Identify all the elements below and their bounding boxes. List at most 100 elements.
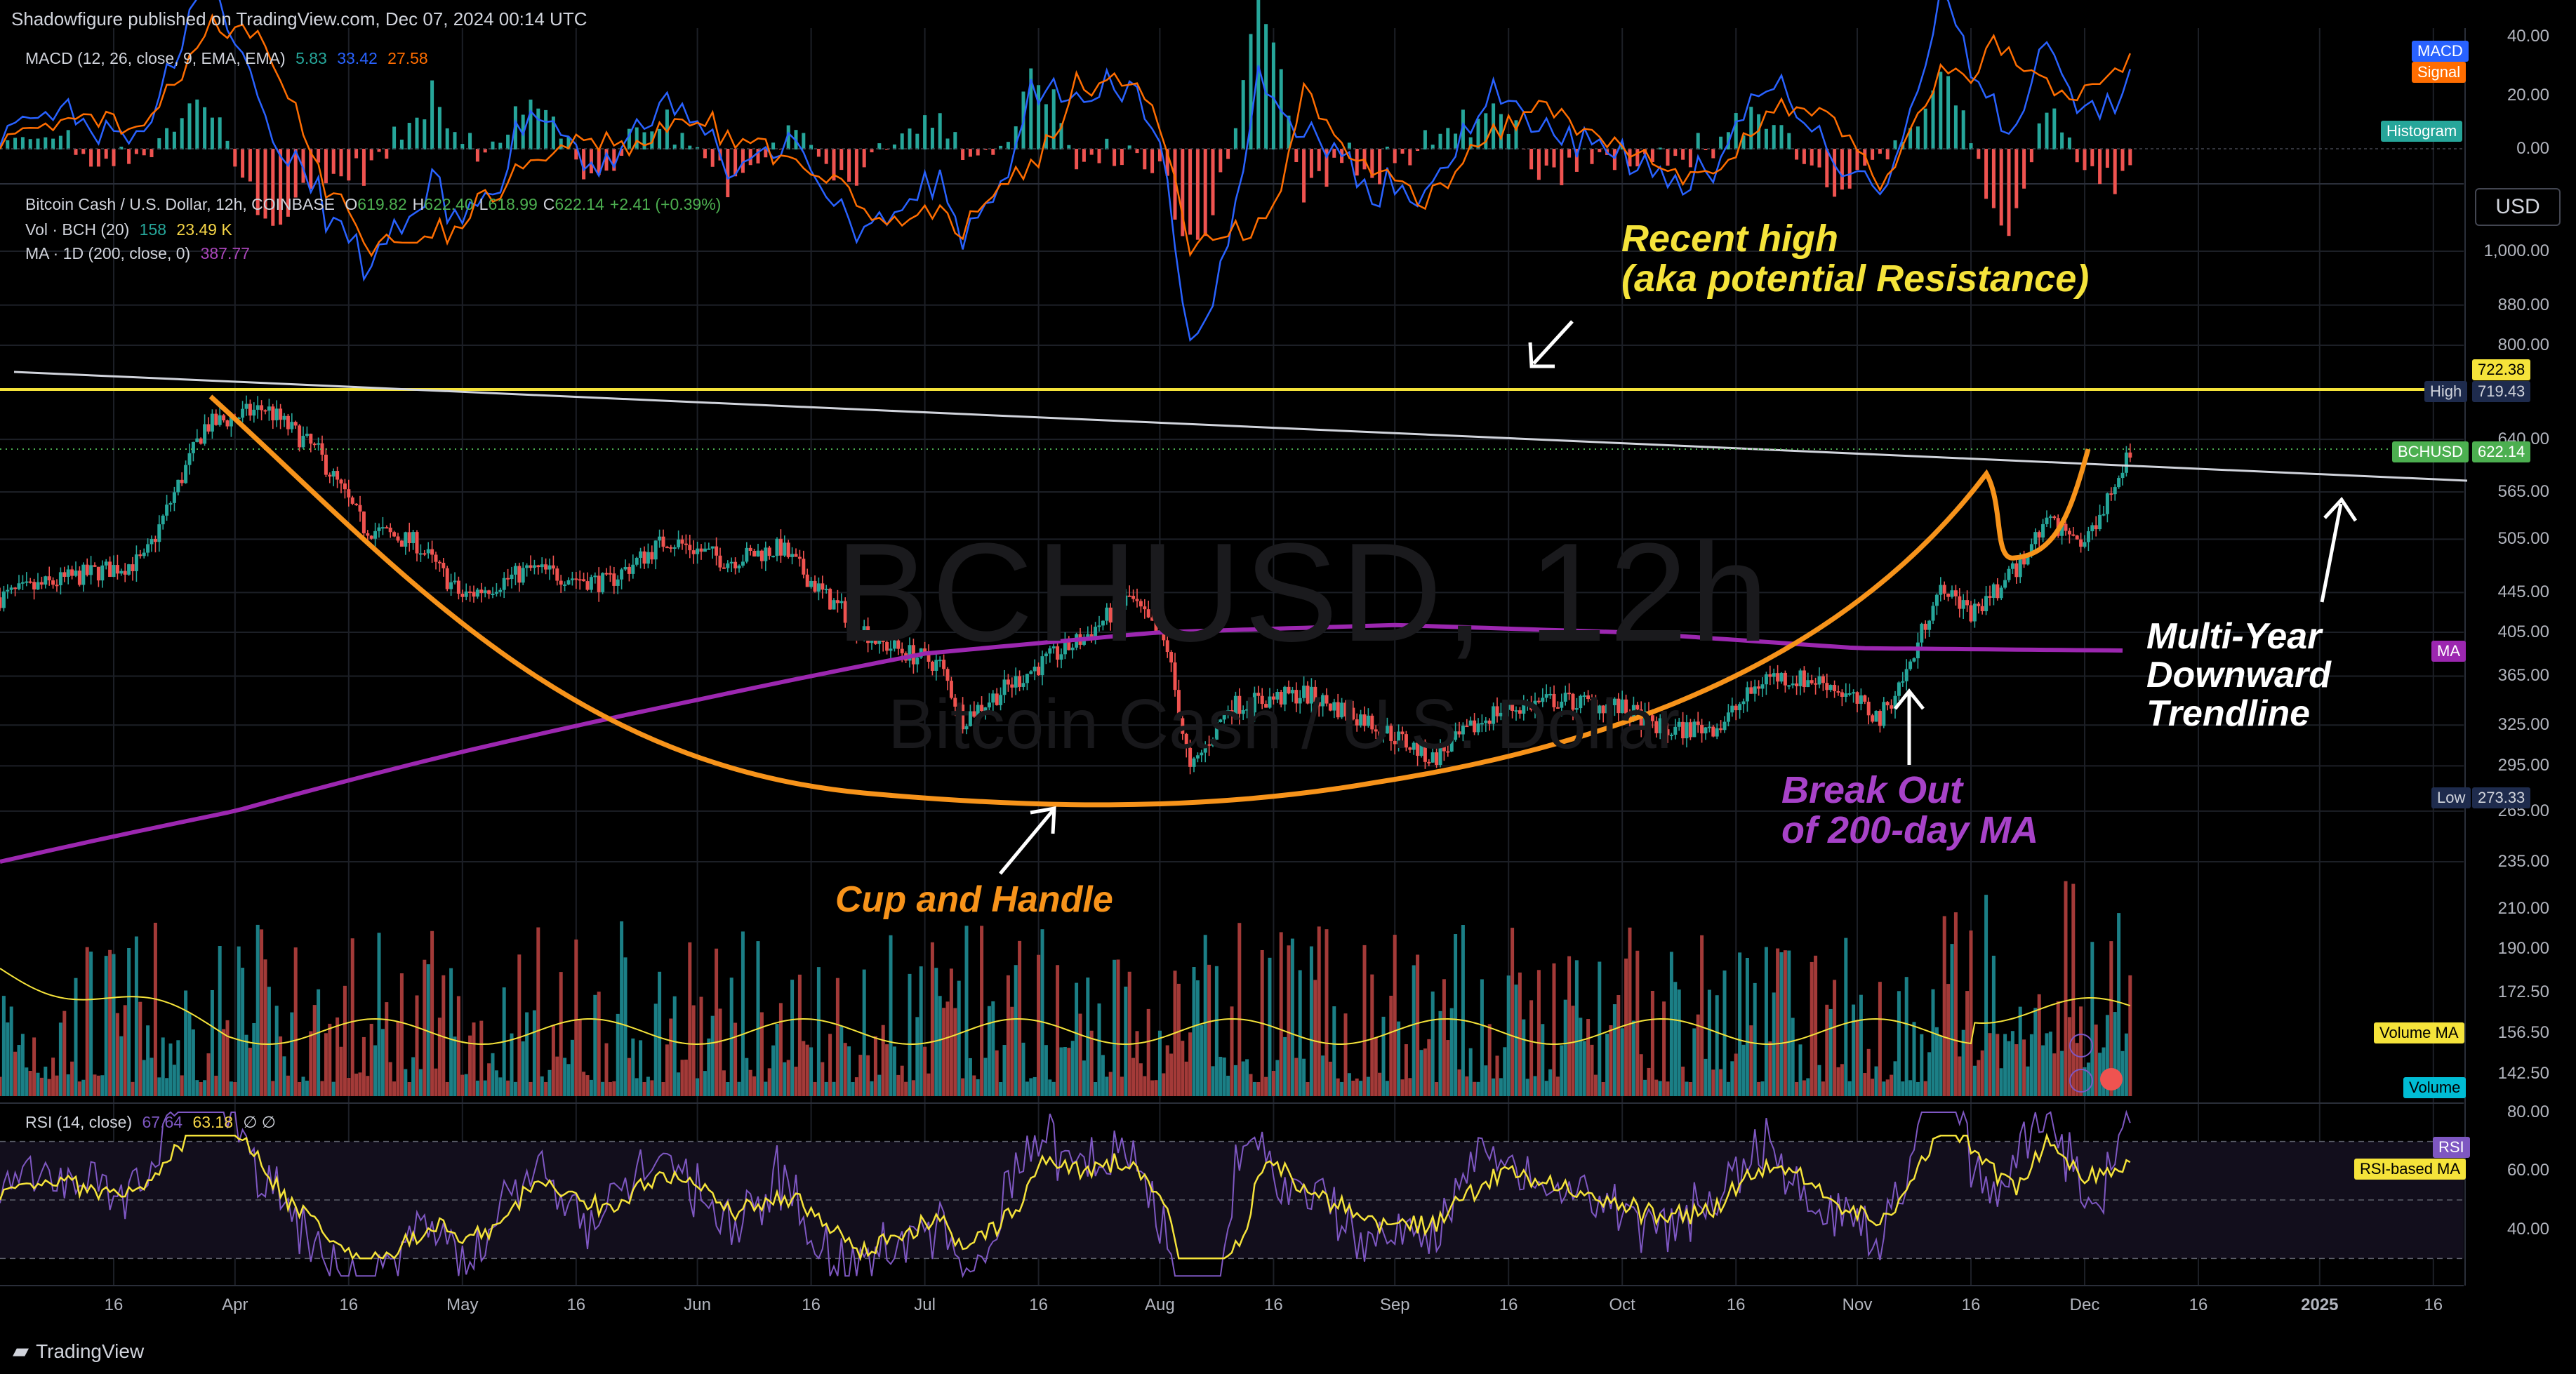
candle-body xyxy=(1214,722,1219,740)
volume-bar xyxy=(1203,935,1207,1096)
candle-body xyxy=(1097,625,1101,627)
macd-histogram-bar xyxy=(1749,107,1753,149)
candle-body xyxy=(309,434,313,444)
replay-icon[interactable] xyxy=(2069,1034,2093,1058)
candle-body xyxy=(1127,595,1131,597)
volume-bar xyxy=(168,1043,173,1096)
macd-histogram-bar xyxy=(1438,133,1442,149)
candle-body xyxy=(279,408,283,420)
candle-body xyxy=(1882,702,1886,726)
candle-body xyxy=(1958,596,1962,609)
volume-bar xyxy=(1082,1060,1086,1096)
volume-bar xyxy=(578,1020,582,1096)
candle-body xyxy=(771,556,776,558)
candle-body xyxy=(775,538,779,556)
volume-bar xyxy=(195,1080,199,1096)
us-flag-icon[interactable] xyxy=(2100,1068,2123,1090)
macd-histogram-bar xyxy=(1658,147,1662,149)
macd-histogram-bar xyxy=(551,116,555,149)
candle-body xyxy=(460,594,465,597)
volume-bar xyxy=(2120,1050,2125,1096)
macd-histogram-bar xyxy=(839,149,844,171)
macd-histogram-bar xyxy=(1143,149,1147,170)
volume-bar xyxy=(908,973,912,1096)
candle-body xyxy=(547,565,552,570)
volume-bar xyxy=(1150,1080,1155,1096)
candle-body xyxy=(1317,702,1321,707)
volume-bar xyxy=(1776,948,1780,1096)
candle-body xyxy=(1487,720,1492,724)
volume-bar xyxy=(1514,985,1518,1096)
time-axis-label: 16 xyxy=(104,1295,124,1314)
price-legend[interactable]: Bitcoin Cash / U.S. Dollar, 12h, COINBAS… xyxy=(25,195,732,214)
candle-body xyxy=(1946,593,1951,597)
volume-bar xyxy=(1264,1076,1268,1096)
macd-histogram-bar xyxy=(658,128,662,149)
volume-bar xyxy=(1025,1081,1029,1096)
volume-bar xyxy=(745,1058,749,1096)
candle-body xyxy=(96,566,100,581)
candle-body xyxy=(1442,746,1446,752)
candle-body xyxy=(0,597,2,608)
time-axis-label: Dec xyxy=(2069,1295,2100,1314)
volume-bar xyxy=(1871,1079,1875,1096)
macd-histogram-bar xyxy=(786,125,790,149)
volume-bar xyxy=(1821,1081,1825,1096)
candle-body xyxy=(1696,721,1700,725)
candle-body xyxy=(821,583,825,590)
macd-histogram-bar xyxy=(1855,149,1859,171)
macd-histogram-bar xyxy=(802,133,806,149)
macd-histogram-bar xyxy=(983,149,988,150)
macd-histogram-bar xyxy=(2052,108,2057,149)
volume-bar xyxy=(1544,1081,1548,1096)
macd-histogram-bar xyxy=(529,99,533,149)
candle-body xyxy=(298,425,302,448)
macd-histogram-bar xyxy=(51,138,55,149)
volume-bar xyxy=(710,1015,715,1096)
annotation-resistance-line2: (aka potential Resistance) xyxy=(1621,258,2090,300)
ma-legend[interactable]: MA · 1D (200, close, 0) 387.77 xyxy=(25,244,255,263)
macd-histogram-bar xyxy=(1590,149,1594,164)
price-axis-label: 445.00 xyxy=(2497,582,2549,602)
volume-bar xyxy=(407,1081,411,1096)
candle-body xyxy=(2098,514,2102,530)
candle-body xyxy=(1639,709,1643,729)
volume-legend[interactable]: Vol · BCH (20) 158 23.49 K xyxy=(25,220,238,239)
volume-bar xyxy=(1711,1069,1715,1096)
volume-bar xyxy=(696,1078,700,1096)
macd-histogram-bar xyxy=(1203,149,1207,236)
candle-body xyxy=(1416,742,1420,756)
candle-body xyxy=(248,403,252,416)
currency-button[interactable]: USD xyxy=(2475,188,2561,226)
volume-bar xyxy=(2109,941,2113,1096)
volume-bar xyxy=(1745,957,1749,1096)
volume-bar xyxy=(555,1056,559,1096)
macd-histogram-bar xyxy=(453,132,457,149)
candle-body xyxy=(1025,674,1029,683)
volume-bar xyxy=(161,1037,165,1096)
candle-body xyxy=(267,406,271,411)
candle-body xyxy=(843,601,847,623)
volume-bar xyxy=(2033,1008,2038,1096)
cup-and-handle-curve[interactable] xyxy=(208,394,2091,808)
volume-bar xyxy=(1563,999,1567,1096)
lightning-icon[interactable] xyxy=(2069,1069,2093,1093)
candle-body xyxy=(1207,744,1211,746)
macd-histogram-bar xyxy=(604,149,609,171)
macd-histogram-bar xyxy=(1833,149,1837,197)
downtrend-line[interactable] xyxy=(13,371,2468,482)
macd-histogram-bar xyxy=(961,149,965,161)
footer-brand[interactable]: ▰ TradingView xyxy=(13,1339,144,1363)
candle-body xyxy=(1798,670,1802,686)
macd-legend[interactable]: MACD (12, 26, close, 9, EMA, EMA) 5.83 3… xyxy=(25,49,434,68)
volume-bar xyxy=(1162,1073,1166,1096)
volume-bar xyxy=(1814,955,1818,1096)
candle-body xyxy=(13,587,18,589)
candle-body xyxy=(1002,679,1007,695)
candle-body xyxy=(1279,691,1283,705)
candle-body xyxy=(1662,718,1666,730)
candle-body xyxy=(1859,695,1863,704)
candle-body xyxy=(1931,606,1935,621)
rsi-legend[interactable]: RSI (14, close) 67.64 63.18 ∅ ∅ xyxy=(25,1113,281,1132)
